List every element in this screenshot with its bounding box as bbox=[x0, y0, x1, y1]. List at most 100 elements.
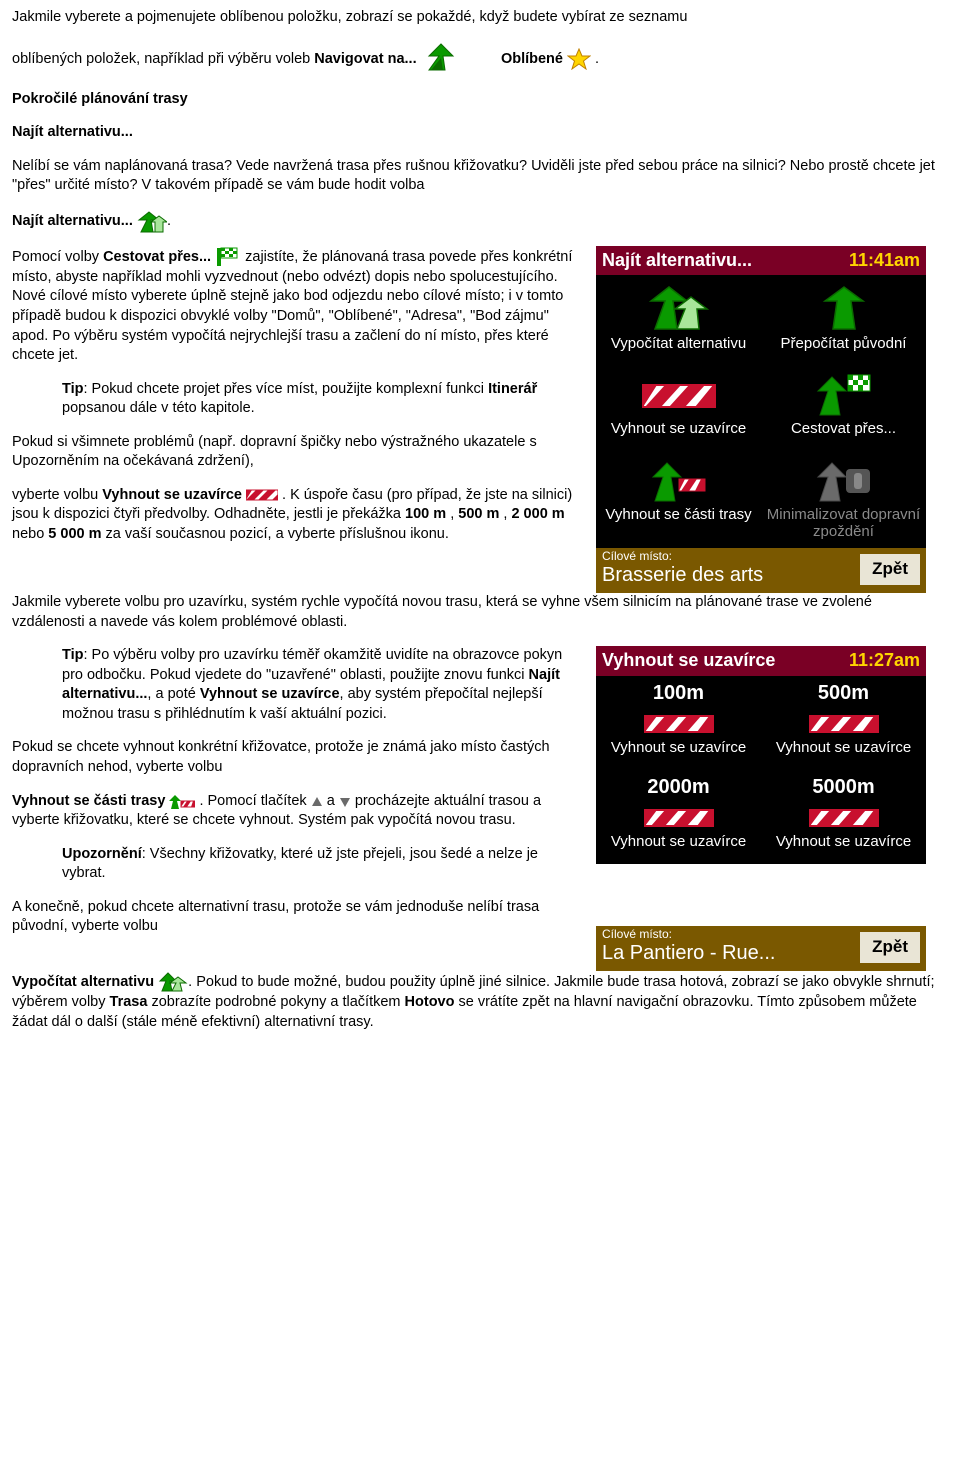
barrier-icon bbox=[246, 486, 278, 504]
gps-distance: 2000m bbox=[600, 776, 757, 799]
gps-item-minimize-delay: Minimalizovat dopravní zpoždění bbox=[761, 446, 926, 549]
gps-item-recompute[interactable]: Přepočítat původní bbox=[761, 275, 926, 360]
tip-text: Tip: Po výběru volby pro uzavírku téměř … bbox=[62, 646, 582, 724]
gps-header: Najít alternativu... 11:41am bbox=[596, 246, 926, 275]
gps-dest-strip: Cílové místo: La Pantiero - Rue... Zpět bbox=[596, 926, 926, 971]
bold-text: 500 m bbox=[458, 506, 499, 522]
barrier-icon bbox=[600, 707, 757, 739]
gps-distance: 500m bbox=[765, 682, 922, 705]
body-text: Nelíbí se vám naplánovaná trasa? Vede na… bbox=[12, 157, 944, 196]
body-text: vyberte volbu Vyhnout se uzavírce . K ús… bbox=[12, 486, 582, 545]
gps-footer-label: Cílové místo: bbox=[602, 550, 852, 562]
heading: Najít alternativu... bbox=[12, 123, 944, 143]
gps-panel-avoid: Vyhnout se uzavírce 11:27am 100m Vyhnout… bbox=[596, 646, 926, 864]
body-text: Pokud se chcete vyhnout konkrétní křižov… bbox=[12, 738, 582, 777]
avoid-part-icon bbox=[600, 452, 757, 506]
body-text: Jakmile vyberete volbu pro uzavírku, sys… bbox=[12, 593, 944, 632]
bold-text: Vypočítat alternativu bbox=[12, 974, 154, 990]
via-flag-icon bbox=[215, 246, 241, 268]
back-button[interactable]: Zpět bbox=[860, 932, 920, 963]
bold-text: 2 000 m bbox=[511, 506, 564, 522]
barrier-icon bbox=[765, 801, 922, 833]
body-text: Pokud si všimnete problémů (např. doprav… bbox=[12, 433, 582, 472]
body-text: Vyhnout se části trasy . Pomocí tlačítek… bbox=[12, 792, 582, 831]
triangle-up-icon bbox=[311, 795, 323, 807]
bold-text: Hotovo bbox=[405, 994, 455, 1010]
text: zobrazíte podrobné pokyny a tlačítkem bbox=[151, 994, 404, 1010]
text: nebo bbox=[12, 526, 48, 542]
text: za vaší současnou pozicí, a vyberte přís… bbox=[106, 526, 449, 542]
bold-text: Upozornění bbox=[62, 846, 142, 862]
body-text: Jakmile vyberete a pojmenujete oblíbenou… bbox=[12, 8, 944, 28]
text: oblíbených položek, například při výběru… bbox=[12, 50, 314, 66]
text: . Pomocí tlačítek bbox=[199, 793, 310, 809]
bold-text: 100 m bbox=[405, 506, 446, 522]
body-text: Najít alternativu... . bbox=[12, 210, 944, 232]
body-text: oblíbených položek, například při výběru… bbox=[12, 42, 944, 76]
text: vyberte volbu bbox=[12, 487, 102, 503]
gps-footer: Cílové místo: Brasserie des arts Zpět bbox=[596, 548, 926, 593]
gps-avoid-500m[interactable]: 500m Vyhnout se uzavírce bbox=[761, 676, 926, 770]
gps-time: 11:41am bbox=[849, 248, 920, 272]
avoid-part-inline-icon bbox=[169, 793, 195, 809]
text: . bbox=[595, 50, 599, 66]
gps-avoid-100m[interactable]: 100m Vyhnout se uzavírce bbox=[596, 676, 761, 770]
bold-text: Trasa bbox=[110, 994, 148, 1010]
bold-text: Vyhnout se části trasy bbox=[12, 793, 165, 809]
bold-text: Navigovat na... bbox=[314, 50, 416, 66]
barrier-icon bbox=[765, 707, 922, 739]
gps-item-label: Vyhnout se uzavírce bbox=[600, 420, 757, 437]
gps-item-via[interactable]: Cestovat přes... bbox=[761, 360, 926, 445]
bold-text: Vyhnout se uzavírce bbox=[200, 686, 340, 702]
gps-item-label: Vypočítat alternativu bbox=[600, 335, 757, 352]
gps-header: Vyhnout se uzavírce 11:27am bbox=[596, 646, 926, 675]
gps-item-label: Vyhnout se uzavírce bbox=[600, 833, 757, 850]
tip-text: Tip: Pokud chcete projet přes více míst,… bbox=[62, 380, 582, 419]
minimize-delay-icon bbox=[765, 452, 922, 506]
text: se vrátíte zpět na hlavní navigační obra… bbox=[12, 994, 917, 1030]
text: Pomocí volby bbox=[12, 249, 103, 265]
body-text: A konečně, pokud chcete alternativní tra… bbox=[12, 898, 582, 937]
bold-text: Tip bbox=[62, 647, 83, 663]
heading: Pokročilé plánování trasy bbox=[12, 90, 944, 110]
gps-item-label: Vyhnout se uzavírce bbox=[765, 739, 922, 756]
gps-title: Vyhnout se uzavírce bbox=[602, 648, 775, 672]
body-text: Vypočítat alternativu . Pokud to bude mo… bbox=[12, 971, 944, 1032]
barrier-icon bbox=[600, 366, 757, 420]
dest-label: Cílové místo: bbox=[602, 928, 852, 940]
gps-panel-alternative: Najít alternativu... 11:41am Vypočítat a… bbox=[596, 246, 926, 593]
gps-avoid-5000m[interactable]: 5000m Vyhnout se uzavírce bbox=[761, 770, 926, 864]
gps-distance: 100m bbox=[600, 682, 757, 705]
alt-arrow-icon bbox=[158, 971, 184, 993]
alt-arrow-icon bbox=[137, 210, 163, 232]
bold-text: Najít alternativu... bbox=[12, 213, 133, 229]
barrier-icon bbox=[600, 801, 757, 833]
text: . bbox=[167, 213, 171, 229]
gps-item-label: Přepočítat původní bbox=[765, 335, 922, 352]
star-icon bbox=[567, 48, 591, 70]
text: , a poté bbox=[147, 686, 199, 702]
gps-item-label: Minimalizovat dopravní zpoždění bbox=[765, 506, 922, 541]
gps-footer-dest: Brasserie des arts bbox=[602, 562, 852, 589]
gps-item-avoid-block[interactable]: Vyhnout se uzavírce bbox=[596, 360, 761, 445]
nav-arrow-icon bbox=[421, 42, 461, 76]
gps-item-compute-alt[interactable]: Vypočítat alternativu bbox=[596, 275, 761, 360]
bold-text: Oblíbené bbox=[501, 50, 563, 66]
dest-name: La Pantiero - Rue... bbox=[602, 940, 852, 967]
body-text: Pomocí volby Cestovat přes... zajistíte,… bbox=[12, 246, 582, 366]
text: : Po výběru volby pro uzavírku téměř oka… bbox=[62, 647, 562, 683]
bold-text: Itinerář bbox=[488, 381, 537, 397]
gps-item-label: Vyhnout se části trasy bbox=[600, 506, 757, 523]
bold-text: Cestovat přes... bbox=[103, 249, 211, 265]
text: a bbox=[327, 793, 339, 809]
text: zajistíte, že plánovaná trasa povede pře… bbox=[12, 249, 572, 363]
via-flag-icon bbox=[765, 366, 922, 420]
warning-text: Upozornění: Všechny křižovatky, které už… bbox=[62, 845, 582, 884]
recompute-icon bbox=[765, 281, 922, 335]
gps-item-label: Vyhnout se uzavírce bbox=[600, 739, 757, 756]
gps-avoid-2000m[interactable]: 2000m Vyhnout se uzavírce bbox=[596, 770, 761, 864]
gps-item-avoid-part[interactable]: Vyhnout se části trasy bbox=[596, 446, 761, 549]
triangle-down-icon bbox=[339, 795, 351, 807]
text: : Pokud chcete projet přes více míst, po… bbox=[83, 381, 488, 397]
back-button[interactable]: Zpět bbox=[860, 554, 920, 585]
